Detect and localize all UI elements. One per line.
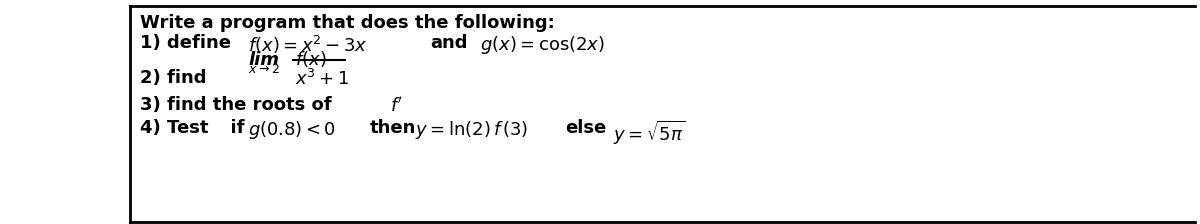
Text: $x^3 + 1$: $x^3 + 1$	[295, 69, 349, 89]
Text: $y = \sqrt{5\pi}$: $y = \sqrt{5\pi}$	[613, 119, 685, 147]
Text: 2) find: 2) find	[140, 69, 206, 87]
Text: $y = \ln(2)\,f\,(3)$: $y = \ln(2)\,f\,(3)$	[415, 119, 528, 141]
Text: $f(x)$: $f(x)$	[295, 49, 326, 69]
Text: $g(x) = \cos(2x)$: $g(x) = \cos(2x)$	[480, 34, 605, 56]
Text: $f(x) = x^2 - 3x$: $f(x) = x^2 - 3x$	[248, 34, 367, 56]
Text: if: if	[218, 119, 257, 137]
Text: 4) Test: 4) Test	[140, 119, 209, 137]
Text: then: then	[370, 119, 416, 137]
Text: and: and	[430, 34, 468, 52]
Text: $g(0.8) < 0$: $g(0.8) < 0$	[248, 119, 336, 141]
Text: 1) define: 1) define	[140, 34, 230, 52]
Text: Write a program that does the following:: Write a program that does the following:	[140, 14, 554, 32]
Text: $x \to 2$: $x \to 2$	[248, 63, 280, 76]
Text: $f'$: $f'$	[390, 96, 403, 115]
Text: else: else	[565, 119, 606, 137]
Text: 3) find the roots of: 3) find the roots of	[140, 96, 331, 114]
Text: lim: lim	[248, 51, 278, 69]
